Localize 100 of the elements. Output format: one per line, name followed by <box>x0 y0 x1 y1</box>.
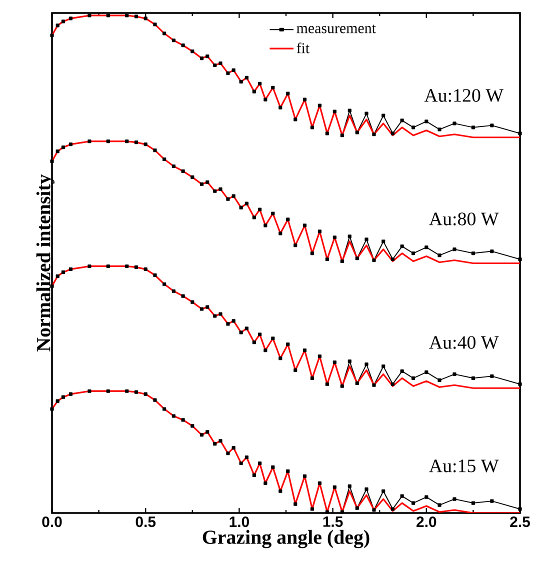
point <box>278 232 282 236</box>
point <box>390 132 395 136</box>
point <box>144 267 148 272</box>
point <box>424 370 428 374</box>
point <box>318 481 322 485</box>
point <box>364 487 368 491</box>
point <box>310 376 314 380</box>
point <box>264 481 268 485</box>
point <box>239 330 243 334</box>
point <box>382 240 386 244</box>
point <box>318 104 322 108</box>
point <box>355 130 359 134</box>
point <box>106 140 110 144</box>
point <box>438 128 442 132</box>
point <box>206 430 210 434</box>
point <box>452 248 456 252</box>
point <box>153 273 157 277</box>
point <box>162 32 166 36</box>
point <box>471 376 475 380</box>
point <box>134 265 138 270</box>
point <box>144 392 148 396</box>
point <box>518 382 522 386</box>
point <box>181 169 185 173</box>
point <box>68 267 73 272</box>
point <box>258 332 262 336</box>
point <box>264 98 268 102</box>
point <box>258 461 262 466</box>
point <box>340 384 344 388</box>
point <box>190 175 194 179</box>
point <box>106 389 110 393</box>
point <box>172 164 176 168</box>
point <box>144 16 148 20</box>
point <box>56 399 60 403</box>
point <box>372 383 376 387</box>
point <box>278 356 282 360</box>
point <box>438 503 442 507</box>
point <box>88 14 92 18</box>
point <box>286 218 290 222</box>
point <box>490 374 494 378</box>
point <box>162 157 166 162</box>
point <box>200 307 204 311</box>
point <box>68 142 73 146</box>
point <box>258 208 262 212</box>
point <box>61 20 66 24</box>
annotation: Au:15 W <box>429 460 499 472</box>
legend-label: fit <box>296 42 310 54</box>
point <box>518 132 522 136</box>
point <box>424 495 428 499</box>
point <box>226 452 230 456</box>
legend-label: measurement <box>296 24 376 34</box>
point <box>213 189 217 193</box>
point <box>340 259 344 264</box>
point <box>278 106 282 110</box>
point <box>252 90 256 94</box>
point <box>348 234 352 238</box>
point <box>125 14 129 18</box>
point <box>50 34 54 38</box>
x-tick-label: 2.5 <box>510 516 530 528</box>
point <box>348 359 352 364</box>
point <box>390 382 395 386</box>
point <box>106 14 110 18</box>
point <box>490 499 494 503</box>
point <box>244 455 248 460</box>
point <box>364 362 368 366</box>
point <box>355 256 359 260</box>
point <box>213 63 217 68</box>
point <box>302 224 307 228</box>
x-tick-label: 0.0 <box>42 516 62 528</box>
point <box>518 507 522 511</box>
point <box>294 118 298 122</box>
point <box>382 489 386 493</box>
x-tick-label: 2.0 <box>416 516 436 528</box>
point <box>134 390 138 394</box>
point <box>125 389 129 393</box>
point <box>286 469 290 474</box>
point <box>400 118 404 122</box>
point <box>153 22 157 26</box>
point <box>190 50 194 54</box>
point <box>471 126 475 130</box>
point <box>56 150 60 154</box>
point <box>310 252 314 256</box>
point <box>190 300 194 304</box>
point <box>490 250 494 254</box>
point <box>364 112 368 116</box>
point <box>325 257 329 262</box>
point <box>452 372 456 376</box>
point <box>200 56 204 60</box>
point <box>424 120 428 124</box>
point <box>438 253 442 258</box>
point <box>452 497 456 501</box>
point <box>294 244 298 248</box>
point <box>239 461 243 466</box>
point <box>271 465 275 470</box>
point <box>471 252 475 256</box>
point <box>206 54 210 58</box>
annotation: Au:120 W <box>424 89 504 102</box>
point <box>390 257 395 262</box>
point <box>213 314 217 318</box>
point <box>144 142 148 146</box>
point <box>348 108 352 112</box>
